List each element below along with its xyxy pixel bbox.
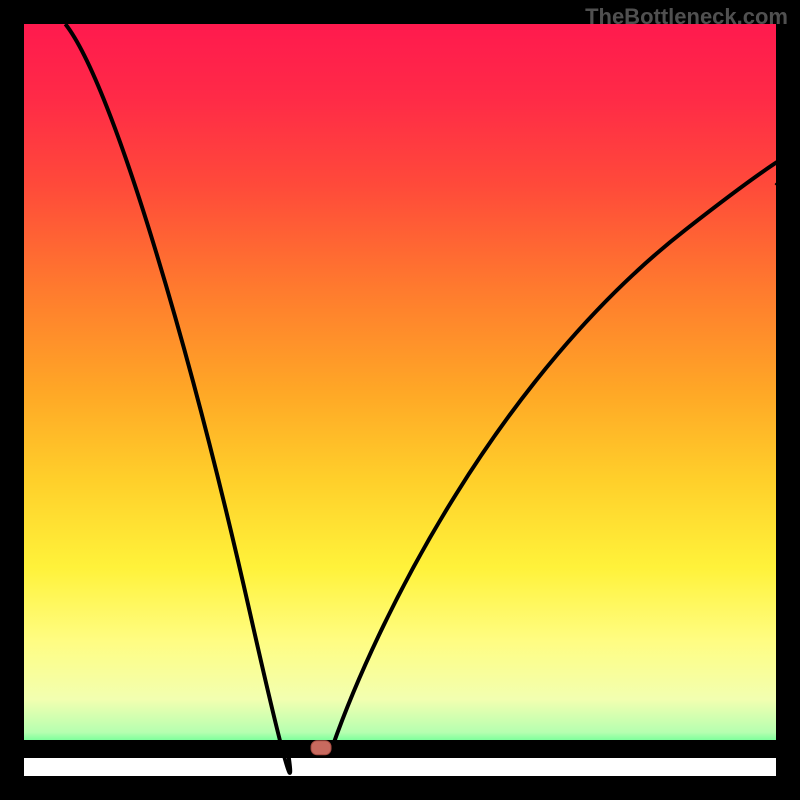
chart-svg bbox=[0, 0, 800, 800]
plot-background bbox=[24, 24, 776, 758]
bottom-border-strip bbox=[24, 740, 776, 758]
current-config-marker bbox=[311, 741, 331, 755]
chart-figure: TheBottleneck.com bbox=[0, 0, 800, 800]
watermark-text: TheBottleneck.com bbox=[585, 4, 788, 30]
